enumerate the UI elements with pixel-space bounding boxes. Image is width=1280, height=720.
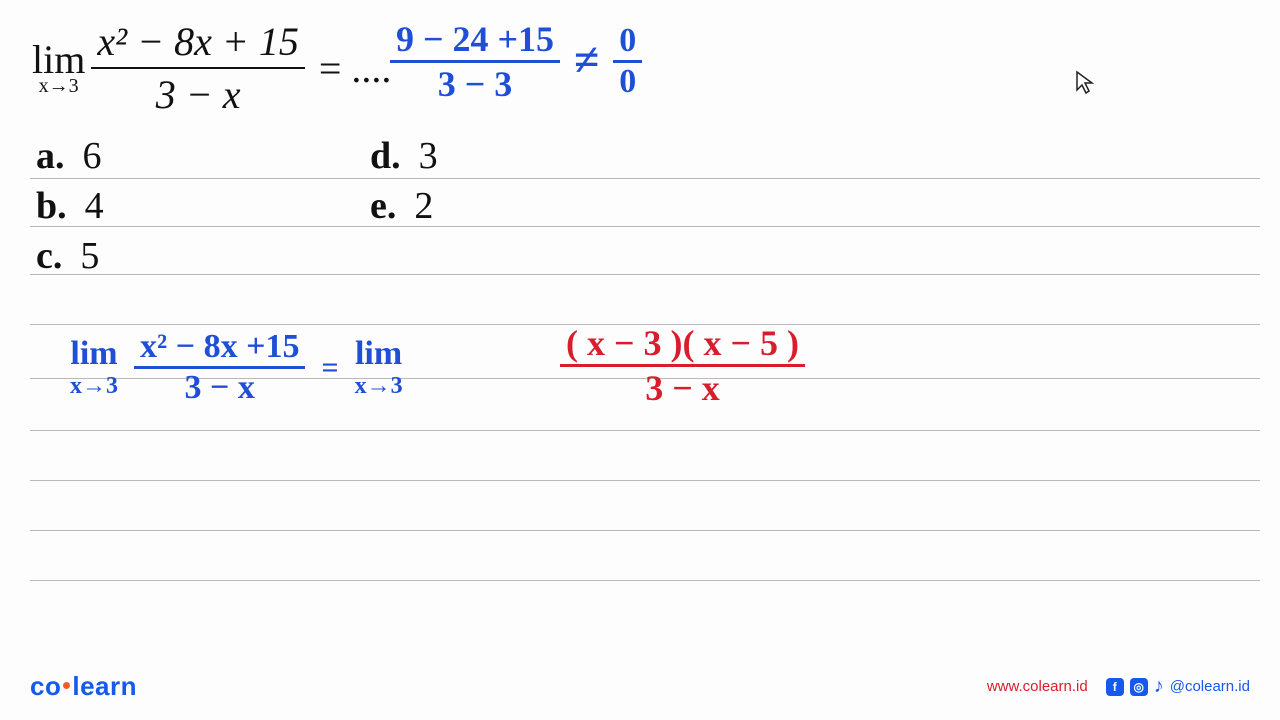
footer-handle: @colearn.id xyxy=(1170,678,1250,695)
facebook-icon: f xyxy=(1106,678,1124,696)
social-icons: f ◎ ♪ @colearn.id xyxy=(1106,675,1250,698)
hand-lim-sub: x→3 xyxy=(70,373,118,400)
logo-dot-icon xyxy=(63,682,70,689)
footer: colearn www.colearn.id f ◎ ♪ @colearn.id xyxy=(30,671,1250,702)
lim-label: lim xyxy=(32,40,85,80)
zero-over-zero: 0 0 xyxy=(613,22,642,101)
footer-right: www.colearn.id f ◎ ♪ @colearn.id xyxy=(987,675,1250,698)
rule-line xyxy=(30,580,1260,581)
hand-lim-sub-r: x→3 xyxy=(355,373,403,400)
option-letter: c. xyxy=(36,235,62,277)
hand-lim-right: lim x→3 xyxy=(355,335,403,400)
logo-part-a: co xyxy=(30,671,61,701)
option-c: c. 5 xyxy=(36,234,99,278)
sub-fraction: 9 − 24 +15 3 − 3 xyxy=(390,18,560,105)
option-e: e. 2 xyxy=(370,184,433,228)
option-value: 4 xyxy=(85,185,104,227)
rule-line xyxy=(30,480,1260,481)
factored-num: ( x − 3 )( x − 5 ) xyxy=(560,322,805,367)
option-letter: d. xyxy=(370,135,401,177)
option-value: 6 xyxy=(83,135,102,177)
cursor-svg xyxy=(1075,70,1097,96)
handwritten-factored: ( x − 3 )( x − 5 ) 3 − x xyxy=(560,322,805,409)
hand-frac-left: x² − 8x +15 3 − x xyxy=(134,328,305,407)
not-equal-sign: ≠ xyxy=(574,33,599,86)
brand-logo: colearn xyxy=(30,671,137,702)
option-value: 5 xyxy=(80,235,99,277)
handwritten-substitution: 9 − 24 +15 3 − 3 ≠ 0 0 xyxy=(390,18,642,105)
option-d: d. 3 xyxy=(370,134,438,178)
mouse-cursor-icon xyxy=(1075,70,1097,103)
hand-lim-label: lim xyxy=(70,335,117,373)
hand-lim: lim x→3 xyxy=(70,335,118,400)
limit-symbol: lim x→3 xyxy=(32,40,85,96)
problem-numerator: x² − 8x + 15 xyxy=(91,18,304,69)
hand-eq: = xyxy=(321,351,338,385)
rule-line xyxy=(30,530,1260,531)
logo-part-b: learn xyxy=(72,671,137,701)
option-letter: b. xyxy=(36,185,67,227)
rule-line xyxy=(30,430,1260,431)
footer-url: www.colearn.id xyxy=(987,678,1088,695)
problem-limit-expression: lim x→3 x² − 8x + 15 3 − x = .... xyxy=(32,18,397,118)
instagram-icon: ◎ xyxy=(1130,678,1148,696)
option-a: a. 6 xyxy=(36,134,102,178)
problem-denominator: 3 − x xyxy=(150,69,247,118)
option-value: 2 xyxy=(414,185,433,227)
equals-dots: = .... xyxy=(319,45,392,92)
tiktok-icon: ♪ xyxy=(1154,675,1164,698)
handwritten-step-left: lim x→3 x² − 8x +15 3 − x = lim x→3 xyxy=(70,328,403,407)
option-value: 3 xyxy=(419,135,438,177)
problem-fraction: x² − 8x + 15 3 − x xyxy=(91,18,304,118)
option-letter: e. xyxy=(370,185,396,227)
hand-num-left: x² − 8x +15 xyxy=(134,328,305,369)
factored-fraction: ( x − 3 )( x − 5 ) 3 − x xyxy=(560,322,805,409)
rule-line xyxy=(30,226,1260,227)
zero-den: 0 xyxy=(613,63,642,101)
hand-lim-label-r: lim xyxy=(355,335,402,373)
option-b: b. 4 xyxy=(36,184,104,228)
page: lim x→3 x² − 8x + 15 3 − x = .... a. 6 b.… xyxy=(0,0,1280,720)
sub-denominator: 3 − 3 xyxy=(432,63,519,105)
hand-den-left: 3 − x xyxy=(179,369,261,407)
rule-line xyxy=(30,178,1260,179)
rule-line xyxy=(30,274,1260,275)
zero-num: 0 xyxy=(613,22,642,63)
lim-sub: x→3 xyxy=(32,76,85,96)
factored-den: 3 − x xyxy=(639,367,726,409)
option-letter: a. xyxy=(36,135,65,177)
sub-numerator: 9 − 24 +15 xyxy=(390,18,560,63)
